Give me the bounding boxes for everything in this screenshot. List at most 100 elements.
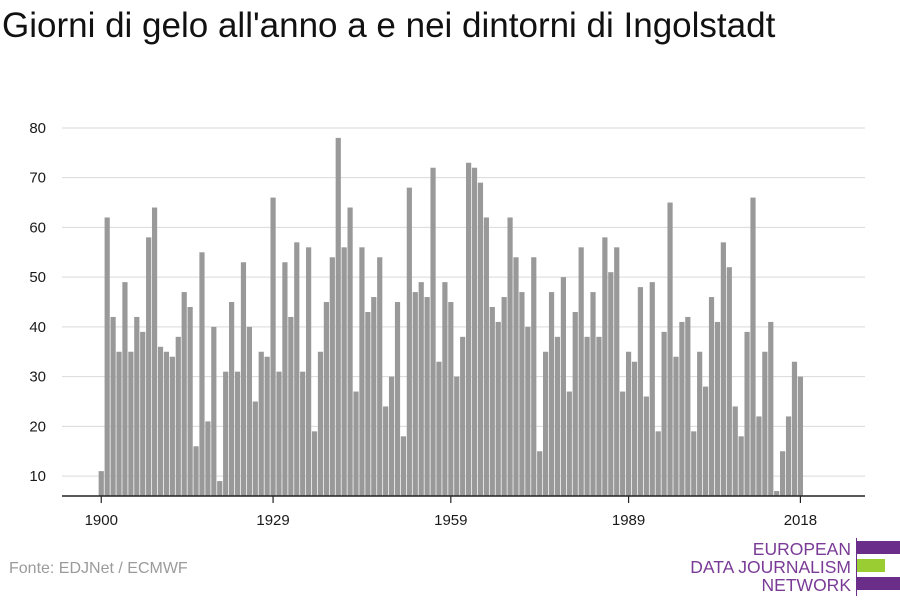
logo-text-european: EUROPEAN <box>752 539 851 559</box>
bar-1906 <box>134 316 140 496</box>
bar-1999 <box>685 316 691 496</box>
bar-1913 <box>175 336 181 496</box>
bar-1938 <box>323 302 329 496</box>
bar-1932 <box>288 316 294 496</box>
bar-2004 <box>714 321 721 496</box>
bar-1907 <box>140 331 146 496</box>
bar-1912 <box>169 356 175 496</box>
bar-1925 <box>246 326 252 496</box>
logo-bar-middle <box>857 559 885 572</box>
bar-1962 <box>466 162 472 496</box>
bar-1951 <box>400 436 407 496</box>
bar-2003 <box>708 297 715 496</box>
x-tick-label: 1959 <box>434 512 467 529</box>
bar-1900 <box>98 471 104 496</box>
bar-1903 <box>116 351 122 496</box>
bar-1986 <box>608 272 614 496</box>
bar-1980 <box>572 311 578 496</box>
bar-1984 <box>596 336 602 496</box>
bar-1919 <box>211 326 217 496</box>
bar-1933 <box>294 242 300 496</box>
bar-1988 <box>620 391 626 496</box>
bar-1972 <box>525 326 531 496</box>
bar-1965 <box>483 217 489 496</box>
bar-1927 <box>258 351 264 496</box>
bar-1957 <box>436 361 442 496</box>
bar-2001 <box>697 351 703 496</box>
x-tick-label: 1929 <box>256 512 289 529</box>
bar-2008 <box>738 436 744 496</box>
y-tick-label: 80 <box>29 120 46 137</box>
bar-1940 <box>335 137 341 496</box>
bar-2002 <box>703 386 709 496</box>
bar-2015 <box>780 451 786 496</box>
logo-text-data-journalism: DATA JOURNALISM <box>690 557 851 577</box>
source-note: Fonte: EDJNet / ECMWF <box>9 560 188 577</box>
bar-1937 <box>317 351 324 496</box>
bar-1931 <box>282 262 288 496</box>
bar-1973 <box>531 257 537 496</box>
bar-1993 <box>649 282 655 496</box>
bar-1952 <box>406 187 412 496</box>
bar-2018 <box>797 376 803 496</box>
bar-1918 <box>205 421 211 496</box>
bar-1994 <box>655 431 661 496</box>
logo-divider <box>856 538 857 596</box>
bar-1990 <box>631 361 638 496</box>
bar-1981 <box>578 247 584 496</box>
bar-1956 <box>430 167 436 497</box>
bar-1928 <box>264 356 270 496</box>
bar-1902 <box>110 316 116 496</box>
bar-2010 <box>750 197 756 496</box>
bar-1950 <box>394 302 401 496</box>
x-axis-ticks: 1900 1929 1959 1989 2018 <box>85 496 817 529</box>
logo-bar-top <box>857 541 900 554</box>
y-tick-label: 30 <box>29 369 46 386</box>
bar-2005 <box>720 242 726 496</box>
bar-1905 <box>128 351 134 496</box>
bar-1909 <box>151 207 158 496</box>
bar-1935 <box>306 247 312 496</box>
y-axis-labels: 10 20 30 40 50 60 70 80 <box>29 120 46 485</box>
bar-2012 <box>762 351 768 496</box>
bar-1971 <box>519 292 525 496</box>
bar-1982 <box>584 336 590 496</box>
bar-1916 <box>193 446 199 496</box>
bar-1991 <box>637 287 644 496</box>
bar-1954 <box>418 282 424 496</box>
bar-1963 <box>471 167 478 497</box>
y-tick-label: 60 <box>29 219 46 236</box>
bar-1998 <box>679 321 685 496</box>
bar-1997 <box>673 356 679 496</box>
y-tick-label: 40 <box>29 319 46 336</box>
bar-1996 <box>667 202 673 497</box>
bar-2007 <box>732 406 738 496</box>
y-tick-label: 10 <box>29 468 46 485</box>
bar-1946 <box>371 297 377 496</box>
bar-1966 <box>489 307 495 496</box>
y-tick-label: 70 <box>29 170 46 187</box>
bar-1908 <box>146 237 152 496</box>
bar-2000 <box>691 431 697 496</box>
bar-1941 <box>341 247 347 496</box>
bar-1995 <box>661 331 667 496</box>
bar-1970 <box>513 257 519 496</box>
bar-1924 <box>240 262 247 496</box>
bar-1958 <box>442 282 448 496</box>
bar-1911 <box>163 351 170 496</box>
bar-1969 <box>507 217 513 496</box>
bar-2017 <box>791 361 798 496</box>
bar-1915 <box>187 307 193 496</box>
bar-1910 <box>157 346 164 496</box>
bar-1975 <box>543 351 549 496</box>
logo-text-network: NETWORK <box>761 575 851 595</box>
bar-1944 <box>359 247 365 496</box>
bar-1989 <box>625 351 632 496</box>
bar-1926 <box>252 401 258 496</box>
bar-1961 <box>460 336 466 496</box>
bar-1964 <box>477 182 484 496</box>
bar-1930 <box>276 371 282 496</box>
bar-1979 <box>566 391 572 496</box>
bar-1977 <box>554 336 561 496</box>
